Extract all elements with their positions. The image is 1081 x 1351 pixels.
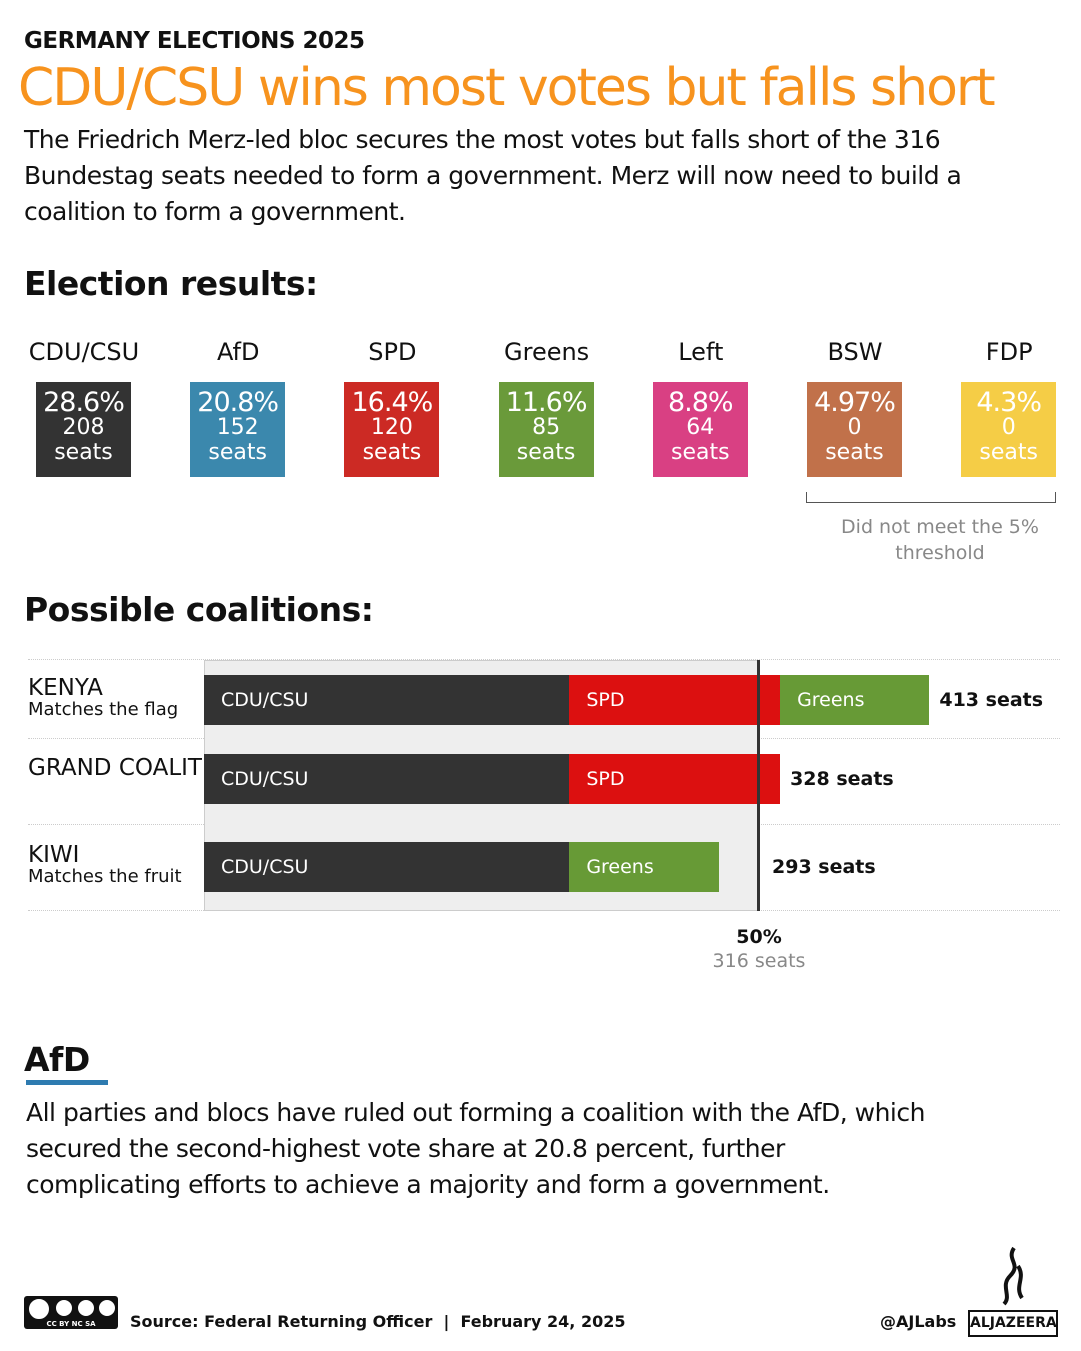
seat-count: 120 — [370, 415, 413, 440]
coalition-subtitle: Matches the fruit — [28, 866, 182, 887]
license-label: CC BY NC SA — [46, 1320, 96, 1328]
party-name: CDU/CSU — [28, 338, 140, 366]
vote-share: 16.4% — [351, 387, 434, 418]
creative-commons-icon — [27, 1297, 117, 1321]
vote-share: 11.6% — [505, 387, 588, 418]
coalition-total: 328 seats — [790, 768, 894, 790]
bar-segment-spd: SPD — [569, 754, 781, 804]
results-heading: Election results: — [24, 264, 318, 303]
coalition-total: 293 seats — [772, 856, 876, 878]
seat-unit: seats — [979, 440, 1038, 465]
seat-unit: seats — [516, 440, 576, 465]
coalition-name: KENYA — [28, 675, 103, 701]
party-name: FDP — [985, 338, 1033, 366]
bar-segment-cducsu: CDU/CSU — [204, 675, 570, 725]
afd-heading: AfD — [24, 1040, 90, 1079]
party-result-box: 11.6% 85 seats — [498, 382, 594, 477]
source-line: Source: Federal Returning Officer | Febr… — [130, 1312, 626, 1331]
kicker: GERMANY ELECTIONS 2025 — [24, 28, 365, 54]
threshold-bracket — [806, 492, 1056, 503]
seat-unit: seats — [362, 440, 422, 465]
party-result-box: 4.3% 0 seats — [961, 382, 1057, 477]
headline: CDU/CSU wins most votes but falls short — [18, 58, 996, 118]
aljazeera-wordmark: ALJAZEERA — [968, 1310, 1058, 1337]
bar-segment-spd: SPD — [569, 675, 781, 725]
party-name: BSW — [827, 338, 883, 366]
majority-label: 50% — [736, 926, 782, 948]
majority-sublabel: 316 seats — [712, 950, 806, 972]
coalition-subtitle: Matches the flag — [28, 699, 179, 720]
party-result-box: 8.8% 64 seats — [652, 382, 748, 477]
seat-unit: seats — [208, 440, 267, 465]
coalition-label: KENYA Matches the flag — [28, 675, 179, 721]
bar-segment-greens: Greens — [780, 675, 930, 725]
coalition-total: 413 seats — [939, 689, 1044, 711]
coalition-label: GRAND COALITION — [28, 755, 245, 781]
coalition-name: GRAND COALITION — [28, 755, 245, 781]
party-name: AfD — [216, 338, 260, 366]
party-name: Greens — [504, 338, 590, 366]
seat-count: 0 — [1001, 415, 1016, 440]
vote-share: 28.6% — [43, 387, 125, 418]
seat-count: 85 — [532, 415, 561, 440]
seat-unit: seats — [825, 440, 884, 465]
aljazeera-logo-icon — [992, 1246, 1032, 1312]
seat-count: 0 — [847, 415, 862, 440]
creative-commons-badge: CC BY NC SA — [24, 1296, 118, 1329]
party-name: Left — [678, 338, 724, 366]
majority-line — [757, 660, 760, 911]
afd-underline — [26, 1080, 108, 1085]
party-name: SPD — [368, 338, 417, 366]
seat-unit: seats — [54, 440, 113, 465]
coalition-name: KIWI — [28, 842, 80, 868]
vote-share: 4.97% — [814, 387, 896, 418]
party-result-box: 16.4% 120 seats — [344, 382, 440, 477]
vote-share: 20.8% — [197, 387, 279, 418]
intro-text: The Friedrich Merz-led bloc secures the … — [24, 125, 962, 226]
afd-text: All parties and blocs have ruled out for… — [26, 1098, 925, 1199]
bar-segment-greens: Greens — [569, 842, 719, 892]
coalition-label: KIWI Matches the fruit — [28, 842, 182, 888]
bar-segment-cducsu: CDU/CSU — [204, 754, 570, 804]
party-result-box: 20.8% 152 seats — [190, 382, 286, 477]
vote-share: 8.8% — [667, 387, 734, 418]
seat-unit: seats — [671, 440, 730, 465]
threshold-note: Did not meet the 5% threshold — [841, 516, 1039, 564]
aj-handle: @AJLabs — [880, 1312, 957, 1331]
coalitions-heading: Possible coalitions: — [24, 590, 374, 629]
seat-count: 208 — [62, 415, 105, 440]
party-result-box: 28.6% 208 seats — [36, 382, 131, 477]
party-result-box: 4.97% 0 seats — [807, 382, 902, 477]
divider — [28, 659, 1060, 660]
vote-share: 4.3% — [976, 387, 1042, 418]
seat-count: 152 — [216, 415, 259, 440]
seat-count: 64 — [686, 415, 715, 440]
bar-segment-cducsu: CDU/CSU — [204, 842, 570, 892]
